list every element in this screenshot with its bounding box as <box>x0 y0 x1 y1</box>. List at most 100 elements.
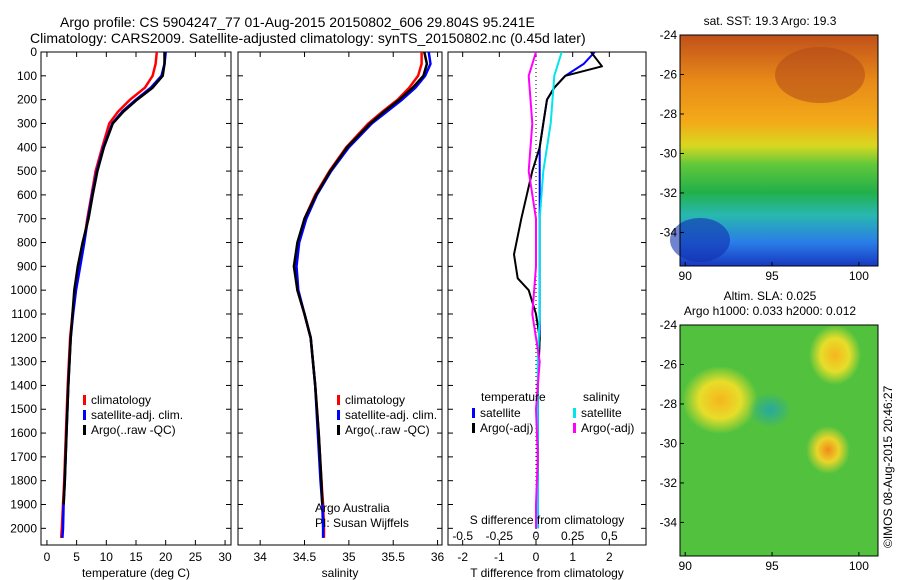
sst-cold-patch <box>670 218 730 262</box>
difference-profile-frame <box>447 51 647 546</box>
difference-profile-xtick-label: -1 <box>494 550 505 564</box>
sla-anomaly-2 <box>806 426 850 474</box>
temperature-legend-swatch <box>83 395 86 405</box>
temperature-profile-ytick-label: 600 <box>17 188 37 202</box>
difference-s-tick-label: 0.25 <box>561 529 585 543</box>
sst-map-frame <box>679 34 879 267</box>
temperature-profile-xlabel: temperature (deg C) <box>82 566 190 580</box>
temperature-profile-xtick-label: 15 <box>129 550 143 564</box>
difference-profile-xtick-label: -2 <box>457 550 468 564</box>
difference-s-tick-label: -0.5 <box>452 529 473 543</box>
temperature-profile-ytick-label: 500 <box>17 164 37 178</box>
sst-map-xtick-label: 90 <box>679 269 693 283</box>
salinity-legend-swatch <box>337 410 340 420</box>
sla-anomaly-1 <box>682 366 758 434</box>
difference-profile-xtick-label: 2 <box>606 550 613 564</box>
temperature-profile-ytick-label: 1800 <box>10 474 37 488</box>
sst-map-ytick-label: -32 <box>660 186 678 200</box>
credit-line2: PI: Susan Wijffels <box>315 516 409 530</box>
salinity-profile-xtick-label: 35.5 <box>382 550 406 564</box>
temperature-legend-label: satellite-adj. clim. <box>91 408 183 422</box>
sla-map-xtick-label: 95 <box>765 559 779 573</box>
difference-s-tick-label: 0.5 <box>601 529 618 543</box>
difference-profile-series-group <box>513 52 603 529</box>
difference-legend-title-temperature: temperature <box>481 390 546 404</box>
sla-map-ytick-label: -24 <box>660 318 678 332</box>
sla-map-frame <box>679 324 879 557</box>
temperature-profile-series-argo-raw-qc- <box>62 52 166 505</box>
salinity-legend-label: Argo(..raw -QC) <box>345 423 430 437</box>
difference-profile-xlabel: T difference from climatology <box>470 566 624 580</box>
sla-map-ytick-label: -32 <box>660 476 678 490</box>
temperature-profile-ytick-label: 300 <box>17 116 37 130</box>
temperature-profile-xtick-label: 30 <box>218 550 232 564</box>
sst-map-ytick-label: -26 <box>660 67 678 81</box>
salinity-profile-series-argo-raw-qc- <box>292 52 429 505</box>
sst-map-xtick-label: 95 <box>765 269 779 283</box>
difference-legend-title-salinity: salinity <box>583 390 620 404</box>
difference-profile-xtick-label: 0 <box>533 550 540 564</box>
sla-map-ytick-label: -28 <box>660 397 678 411</box>
salinity-legend-swatch <box>337 425 340 435</box>
sst-map-ytick-label: -34 <box>660 225 678 239</box>
temperature-profile-frame <box>40 51 232 546</box>
salinity-legend-swatch <box>337 395 340 405</box>
sst-map-panel: sat. SST: 19.3 Argo: 19.3 90 95 100 -24 -26 -2… <box>660 14 879 283</box>
temperature-legend-swatch <box>83 425 86 435</box>
temperature-profile-series-group <box>59 52 167 538</box>
temperature-legend-swatch <box>83 410 86 420</box>
salinity-profile-xtick-label: 34.5 <box>293 550 317 564</box>
temperature-profile-xtick-label: 25 <box>189 550 203 564</box>
difference-temp-legend-swatch <box>472 408 475 418</box>
sla-map-ytick-label: -34 <box>660 515 678 529</box>
temperature-profile-ytick-label: 1400 <box>10 378 37 392</box>
temperature-profile-ytick-label: 1100 <box>11 307 37 321</box>
temperature-profile-xtick-label: 0 <box>44 550 51 564</box>
temperature-profile-ytick-label: 1300 <box>10 355 37 369</box>
sla-map-title: Altim. SLA: 0.025 <box>724 289 817 303</box>
difference-sal-legend-label: satellite <box>581 406 622 420</box>
credit-line1: Argo Australia <box>315 501 390 515</box>
salinity-profile-xlabel: salinity <box>322 566 359 580</box>
sla-map-xtick-label: 90 <box>679 559 693 573</box>
salinity-legend-label: satellite-adj. clim. <box>345 408 437 422</box>
temperature-legend-label: Argo(..raw -QC) <box>91 423 176 437</box>
difference-temp-legend-label: Argo(-adj) <box>480 421 533 435</box>
figure-title-line1: Argo profile: CS 5904247_77 01-Aug-2015 … <box>60 14 535 30</box>
temperature-profile-xtick-label: 10 <box>100 550 114 564</box>
difference-top-label: S difference from climatology <box>470 513 625 527</box>
difference-temp-legend-swatch <box>472 423 475 433</box>
sst-warm-patch <box>775 47 865 103</box>
temperature-profile-ytick-label: 700 <box>17 212 37 226</box>
sst-map-ytick-label: -24 <box>660 28 678 42</box>
salinity-legend-label: climatology <box>345 393 405 407</box>
difference-sal-legend-swatch <box>573 423 576 433</box>
temperature-profile-ytick-label: 1500 <box>10 402 37 416</box>
temperature-profile-ytick-label: 200 <box>17 93 37 107</box>
salinity-profile-xtick-label: 36 <box>431 550 445 564</box>
temperature-profile-ytick-label: 900 <box>17 259 37 273</box>
sst-map-ytick-label: -30 <box>660 146 678 160</box>
difference-profile-series-argo-adj- <box>527 52 541 529</box>
temperature-profile-ytick-label: 400 <box>17 140 37 154</box>
temperature-profile-xtick-label: 20 <box>159 550 173 564</box>
difference-panel: -2 -1 0 1 2 T difference from climatology S di… <box>447 51 647 580</box>
temperature-profile-ytick-label: 1600 <box>10 426 37 440</box>
salinity-panel: 34 34.5 35 35.5 36 salinity climatologysatelli… <box>237 51 445 580</box>
salinity-profile-series-group <box>292 52 432 538</box>
temperature-panel: 0 5 10 15 20 25 300100200300400500600700800900… <box>10 45 232 580</box>
temperature-profile-ytick-label: 1200 <box>10 331 37 345</box>
sla-anomaly-3 <box>809 325 861 385</box>
temperature-profile-ytick-label: 2000 <box>10 521 37 535</box>
temperature-profile-xtick-label: 5 <box>73 550 80 564</box>
difference-temp-legend-label: satellite <box>480 406 521 420</box>
sst-map-title: sat. SST: 19.3 Argo: 19.3 <box>704 14 837 28</box>
salinity-profile-frame <box>237 51 443 546</box>
sla-map-xtick-label: 100 <box>849 559 869 573</box>
sla-map-ytick-label: -26 <box>660 357 678 371</box>
temperature-profile-ytick-label: 0 <box>30 45 37 59</box>
sla-map-subtitle: Argo h1000: 0.033 h2000: 0.012 <box>684 304 856 318</box>
salinity-profile-xtick-label: 34 <box>253 550 267 564</box>
